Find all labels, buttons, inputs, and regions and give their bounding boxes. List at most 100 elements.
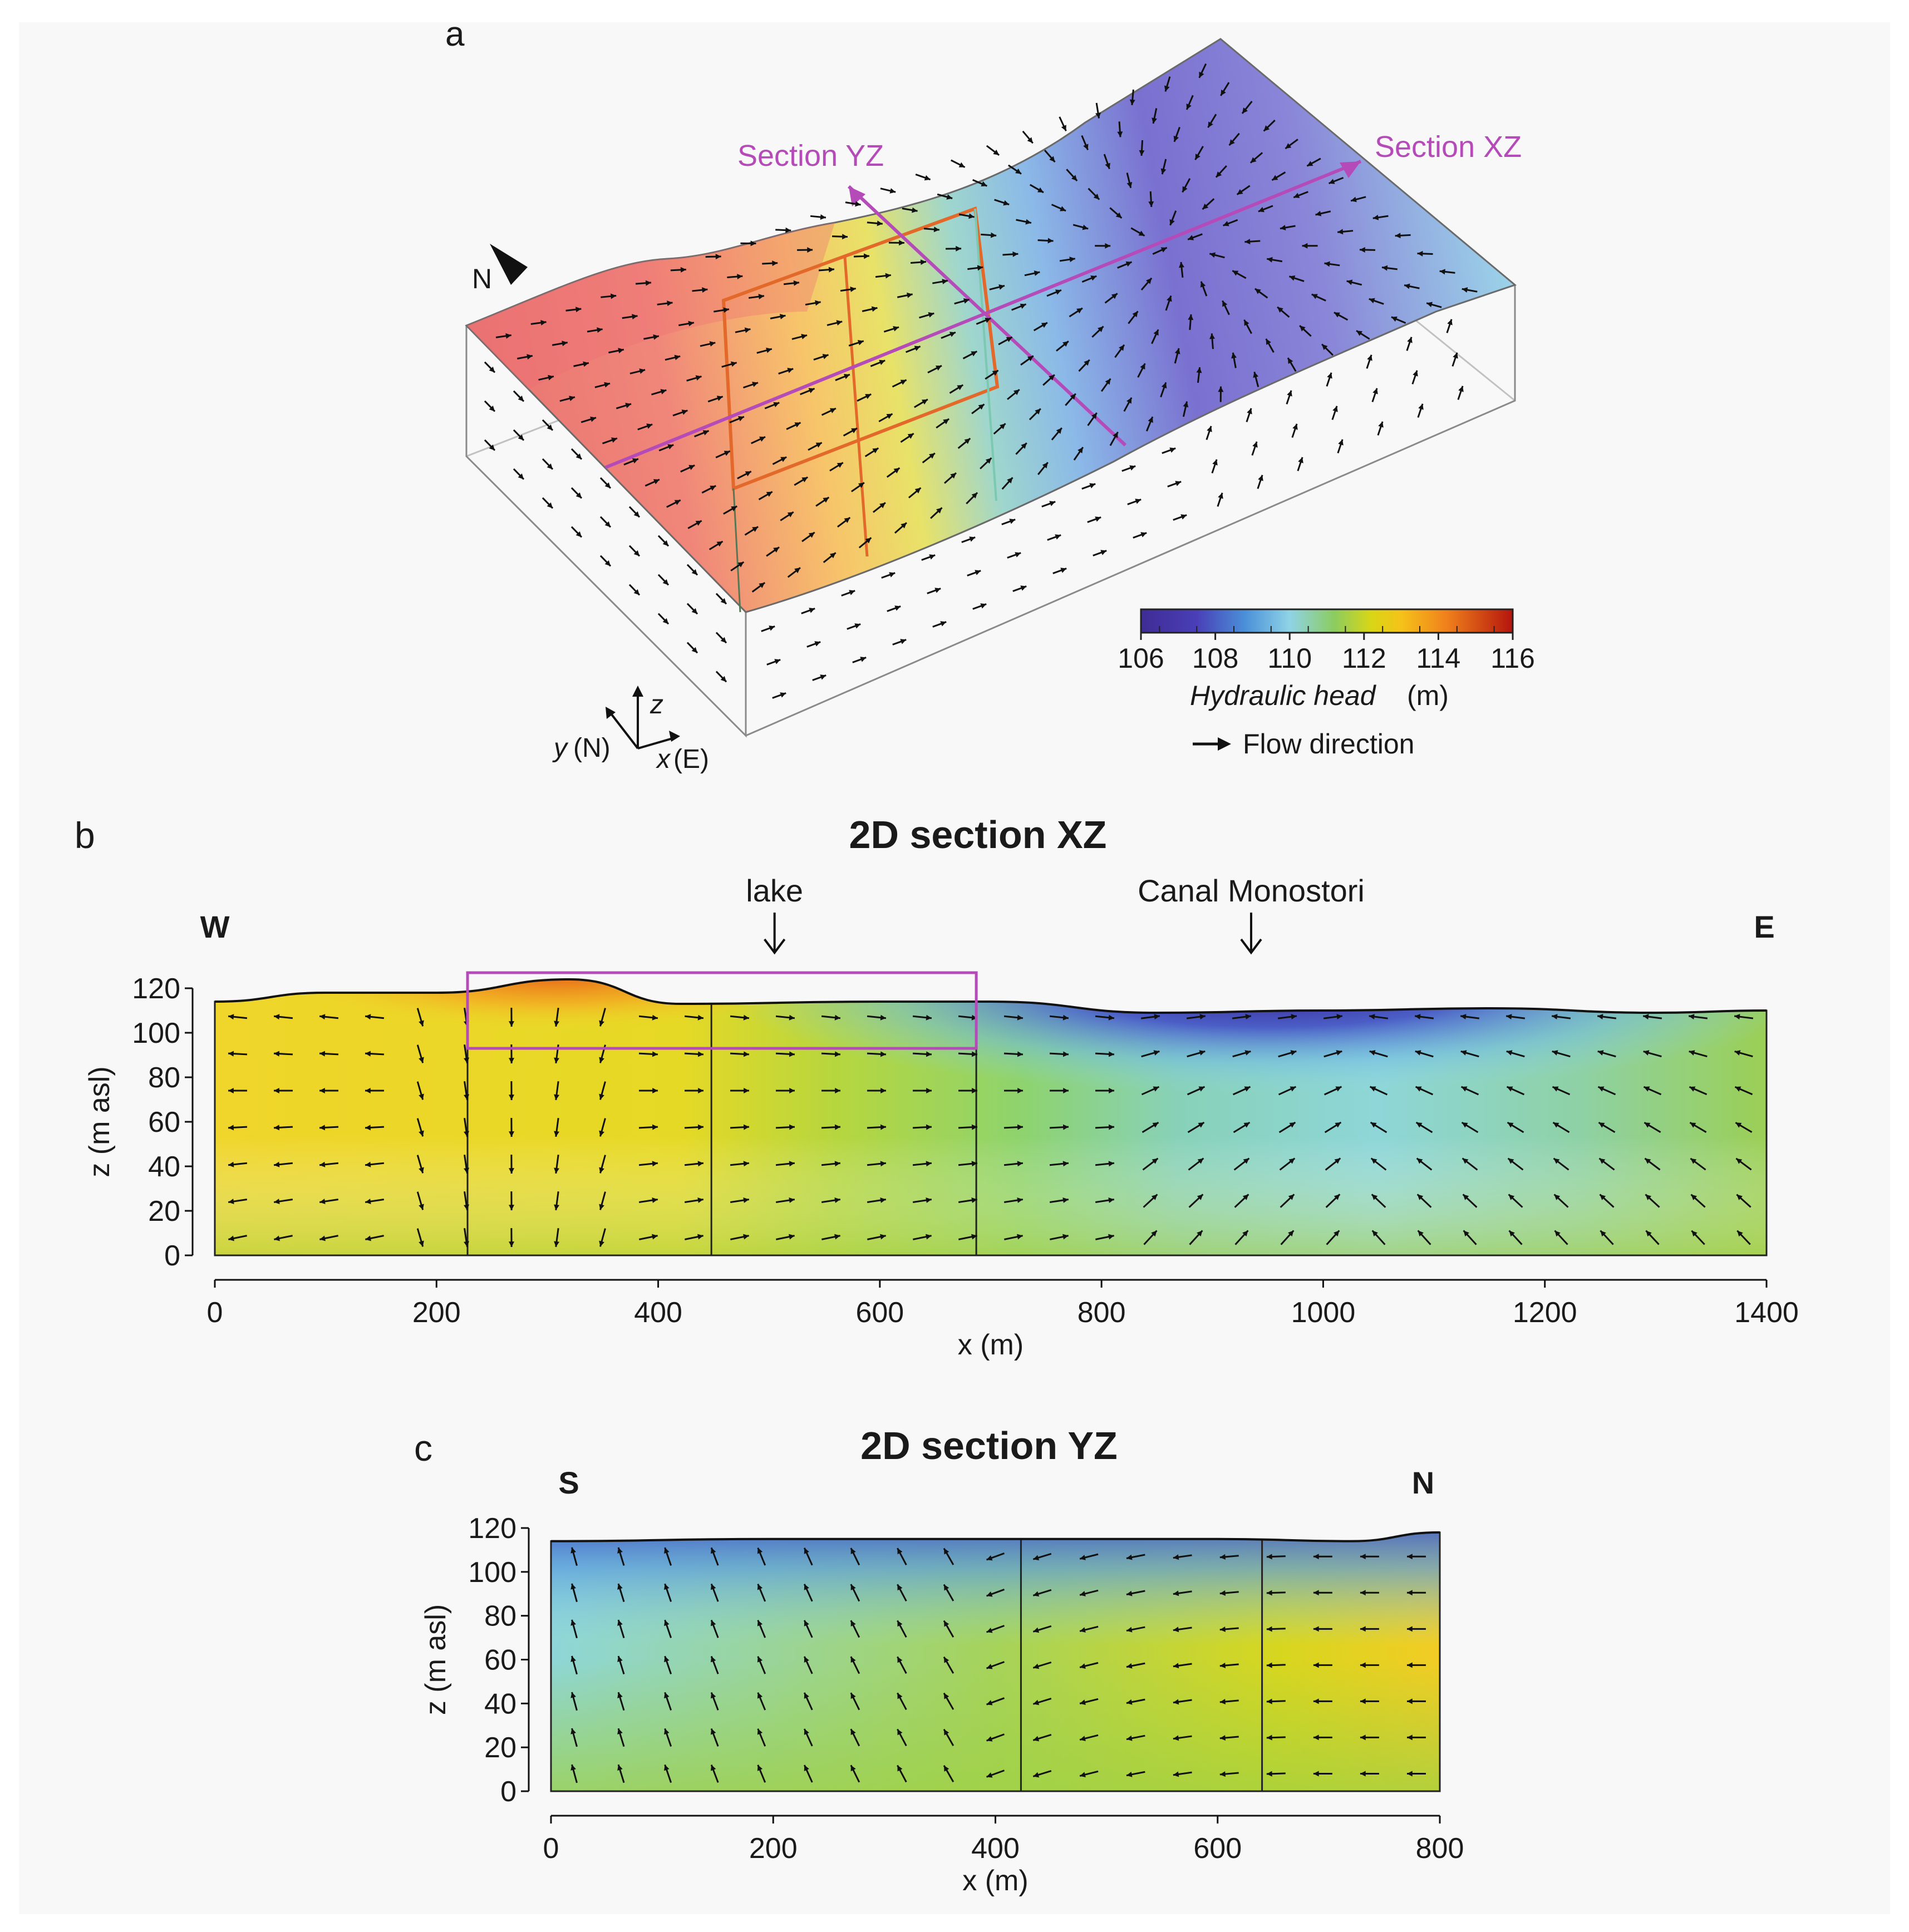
flow-arrowhead [766, 491, 773, 497]
flow-arrow [1597, 1050, 1616, 1058]
flow-arrowhead [759, 583, 765, 588]
flow-arrowhead [1735, 1122, 1742, 1128]
flow-arrowhead [1643, 1050, 1650, 1056]
flow-arrowhead [1197, 1158, 1204, 1164]
flow-arrowhead [1371, 1194, 1378, 1200]
flow-arrow [1126, 1734, 1145, 1741]
flow-arrow [573, 361, 589, 367]
flow-arrowhead [789, 1088, 795, 1093]
flow-arrow [644, 479, 660, 487]
flow-arrowhead [505, 333, 511, 339]
flow-arrowhead [604, 482, 611, 489]
flow-arrow [972, 603, 987, 610]
flow-arrowhead [1597, 1014, 1603, 1020]
flow-arrowhead [1285, 143, 1292, 149]
flow-arrowhead [789, 1197, 795, 1203]
flow-arrowhead [914, 346, 921, 351]
flow-arrowhead [834, 1051, 840, 1057]
flow-arrow [643, 334, 660, 340]
flow-arrowhead [674, 354, 681, 361]
axis-triad-arrowheads [606, 686, 680, 742]
flow-arrow [416, 1191, 424, 1210]
flow-arrowhead [1151, 1194, 1158, 1200]
flow-arrowhead [1219, 1735, 1226, 1741]
flow-arrows-3d [484, 63, 1478, 699]
flow-arrow [1331, 406, 1338, 420]
flow-arrow [1377, 421, 1384, 436]
flow-arrowhead [971, 1161, 977, 1167]
flow-arrowhead [1406, 1590, 1413, 1596]
flow-arrow [914, 398, 928, 408]
flow-arrow [657, 535, 670, 547]
x-tick-label: 800 [1077, 1297, 1126, 1329]
flow-arrow [923, 226, 940, 233]
flow-arrow [1391, 316, 1406, 324]
flow-arrowhead [986, 1591, 993, 1597]
flow-arrowhead [1126, 397, 1132, 404]
flow-arrow [1508, 1194, 1523, 1208]
flow-arrowhead [986, 1628, 993, 1633]
flow-arrowhead [1173, 1627, 1179, 1633]
flow-arrow [867, 220, 883, 226]
flow-arrows [228, 1007, 1754, 1248]
flow-arrow [1095, 1051, 1115, 1057]
flow-arrow [1079, 1589, 1099, 1596]
flow-arrowhead [944, 1693, 949, 1699]
flow-arrow [897, 292, 913, 298]
flow-arrowhead [1139, 150, 1145, 156]
flow-arrowhead [639, 368, 646, 374]
flow-arrowhead [691, 647, 698, 653]
flow-arrowhead [850, 1584, 856, 1591]
flow-arrow [273, 1125, 293, 1131]
flow-arrow [941, 331, 956, 339]
flow-arrowhead [968, 213, 975, 219]
flow-arrow [1417, 403, 1424, 418]
flow-arrowhead [1034, 270, 1040, 276]
flow-arrow [850, 1728, 860, 1747]
flow-arrow [1220, 82, 1230, 96]
flow-arrowhead [1182, 186, 1188, 193]
flow-arrowhead [850, 1729, 856, 1736]
flow-arrow [823, 552, 837, 563]
flow-arrowhead [1012, 251, 1019, 257]
flow-arrowhead [1061, 125, 1066, 131]
flow-arrow [897, 1547, 907, 1565]
flow-arrow [1022, 130, 1034, 144]
flow-arrowhead [789, 1014, 795, 1021]
flow-arrowhead [1095, 112, 1101, 119]
flow-arrowhead [724, 451, 730, 456]
x-tick-label: 600 [1193, 1832, 1242, 1865]
flow-arrow [730, 1124, 750, 1130]
flow-arrowhead [815, 300, 821, 306]
flow-arrow [1735, 1157, 1752, 1171]
flow-arrowhead [1062, 341, 1069, 347]
flow-arrowhead [1416, 1122, 1423, 1128]
flow-arrow [1079, 1662, 1099, 1669]
flow-arrow [803, 1620, 813, 1638]
flow-arrow [841, 590, 855, 597]
flow-arrowhead [1367, 354, 1372, 361]
flow-arrowhead [583, 361, 589, 367]
flow-arrow [538, 374, 554, 381]
flow-arrowhead [1369, 298, 1375, 304]
flow-arrow [365, 1051, 385, 1057]
flow-arrow [1553, 1157, 1569, 1171]
flow-arrow [744, 526, 759, 536]
flow-arrowhead [971, 1124, 977, 1130]
flow-arrowhead [1084, 359, 1090, 366]
flow-arrow [1072, 224, 1089, 230]
flow-arrowhead [1313, 1734, 1319, 1741]
flow-arrow [764, 402, 780, 410]
flow-arrowhead [702, 287, 708, 293]
flow-arrowhead [1313, 1554, 1319, 1560]
flow-arrow [1007, 552, 1021, 559]
flow-arrowhead [971, 1014, 977, 1021]
flow-arrow [857, 393, 872, 402]
flow-arrowhead [664, 1656, 670, 1663]
flow-arrowhead [1360, 1590, 1366, 1596]
flow-arrow [570, 1655, 578, 1675]
flow-arrow [1306, 157, 1321, 167]
flow-arrowhead [929, 453, 935, 459]
flow-arrow [599, 1155, 606, 1174]
flow-arrow [936, 418, 950, 429]
